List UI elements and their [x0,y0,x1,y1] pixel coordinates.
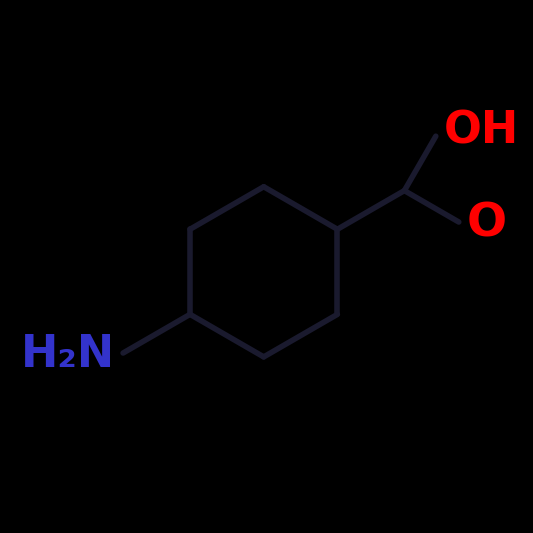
Text: OH: OH [443,110,519,153]
Text: H₂N: H₂N [21,334,115,376]
Text: O: O [466,201,507,246]
